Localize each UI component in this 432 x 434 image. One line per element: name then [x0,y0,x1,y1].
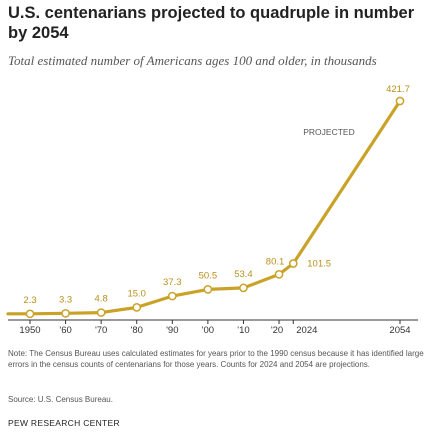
data-point-marker [239,283,248,293]
data-point-marker [167,291,177,301]
data-point-marker [61,308,70,318]
data-point-marker [288,259,298,268]
data-point-marker [96,308,106,317]
chart-title: U.S. centenarians projected to quadruple… [8,4,415,42]
brand-logo-text: PEW RESEARCH CENTER [8,418,120,428]
data-point-marker [203,285,213,294]
chart-note: Note: The Census Bureau uses calculated … [8,349,424,369]
x-tick-label: '80 [131,325,143,336]
line-chart: 1950 '60 '70 '80 '90 '00 '10 '20 2024 2054 2.3 3.3… [6,84,418,336]
x-axis: 1950 '60 '70 '80 '90 '00 '10 '20 2024 2054 [8,319,418,336]
x-tick-label: '60 [59,325,71,336]
x-tick-label: '20 [271,325,283,336]
data-label: 50.5 [199,270,218,281]
data-label: 53.4 [234,269,253,280]
x-tick-label: '00 [202,325,214,336]
data-label: 80.1 [266,256,285,267]
data-point-marker [25,309,35,319]
chart-subtitle: Total estimated number of Americans ages… [8,53,377,68]
data-label: 2.3 [23,295,36,306]
x-tick-label: '70 [95,325,107,336]
data-label: 101.5 [307,258,331,269]
data-point-marker [132,303,142,312]
data-label: 37.3 [163,277,182,288]
data-label: 421.7 [386,84,410,95]
data-labels: 2.3 3.3 4.8 15.0 37.3 50.5 53.4 80.1 101.5 421.7 [23,84,410,306]
x-tick-label: '10 [237,325,249,336]
projected-label: PROJECTED [303,127,354,137]
data-point-marker [274,270,284,279]
x-tick-label: 1950 [19,325,40,336]
data-point-marker [395,96,405,106]
chart-source: Source: U.S. Census Bureau. [8,395,113,404]
data-label: 15.0 [127,288,146,299]
x-tick-label: 2024 [296,325,317,336]
series-line [28,99,402,316]
data-label: 4.8 [95,294,108,305]
x-tick-label: '90 [166,325,178,336]
data-markers [25,96,405,319]
x-tick-label: 2054 [389,325,410,336]
data-label: 3.3 [59,294,72,305]
